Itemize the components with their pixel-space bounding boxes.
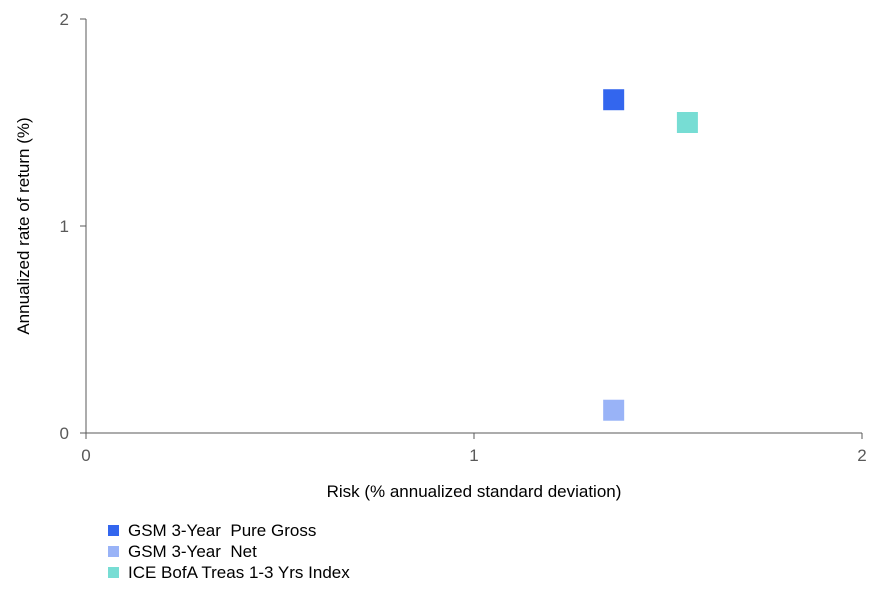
legend-label: ICE BofA Treas 1-3 Yrs Index — [128, 562, 350, 582]
legend-item: GSM 3-Year Net — [108, 541, 350, 562]
y-tick-label: 2 — [60, 10, 69, 29]
legend-item: GSM 3-Year Pure Gross — [108, 520, 350, 541]
y-tick-label: 1 — [60, 217, 69, 236]
legend-swatch — [108, 546, 119, 557]
legend-item: ICE BofA Treas 1-3 Yrs Index — [108, 562, 350, 583]
legend-label: GSM 3-Year Net — [128, 541, 257, 561]
axes — [85, 19, 862, 434]
legend-swatch — [108, 525, 119, 536]
legend-swatch — [108, 567, 119, 578]
x-tick-label: 0 — [81, 446, 90, 465]
legend: GSM 3-Year Pure Gross GSM 3-Year Net ICE B… — [108, 520, 350, 583]
data-point-3 — [676, 112, 698, 133]
y-axis-title: Annualized rate of return (%) — [14, 117, 33, 334]
data-points — [603, 89, 698, 421]
data-point-2 — [603, 399, 625, 421]
y-tick-label: 0 — [60, 424, 69, 443]
legend-label: GSM 3-Year Pure Gross — [128, 520, 317, 540]
x-tick-label: 2 — [857, 446, 866, 465]
data-point-1 — [603, 89, 625, 111]
x-tick-label: 1 — [469, 446, 478, 465]
ticks: 0 1 2 0 1 2 — [60, 10, 867, 465]
x-axis-title: Risk (% annualized standard deviation) — [327, 482, 622, 501]
